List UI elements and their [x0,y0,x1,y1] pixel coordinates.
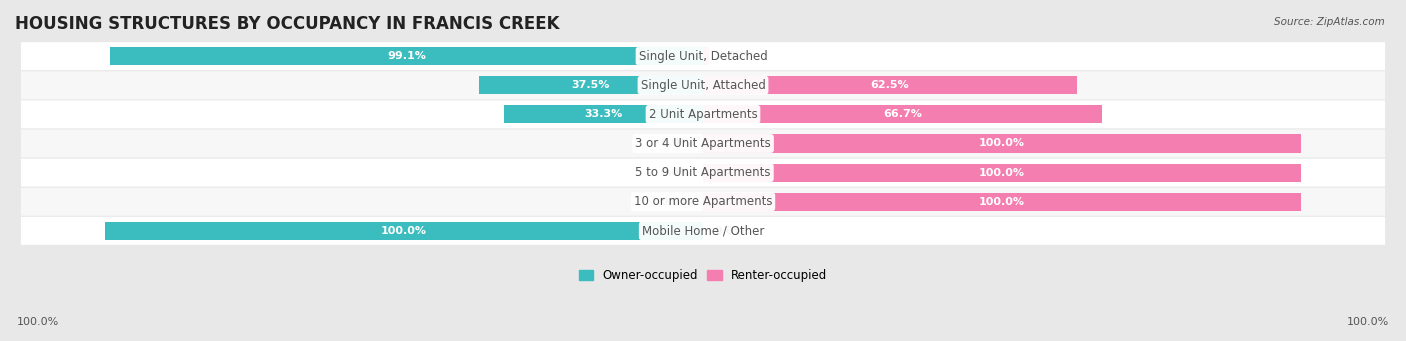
Text: HOUSING STRUCTURES BY OCCUPANCY IN FRANCIS CREEK: HOUSING STRUCTURES BY OCCUPANCY IN FRANC… [15,15,560,33]
Text: 3 or 4 Unit Apartments: 3 or 4 Unit Apartments [636,137,770,150]
Text: Source: ZipAtlas.com: Source: ZipAtlas.com [1274,17,1385,27]
FancyBboxPatch shape [21,130,1385,158]
FancyBboxPatch shape [21,217,1385,245]
FancyBboxPatch shape [21,71,1385,99]
Bar [703,105,1102,123]
Text: 100.0%: 100.0% [979,138,1025,148]
Text: 0.0%: 0.0% [716,226,745,236]
Text: 0.0%: 0.0% [661,168,690,178]
Bar [703,134,1302,152]
FancyBboxPatch shape [21,42,1385,70]
Legend: Owner-occupied, Renter-occupied: Owner-occupied, Renter-occupied [574,264,832,286]
Text: 66.7%: 66.7% [883,109,922,119]
Text: 5 to 9 Unit Apartments: 5 to 9 Unit Apartments [636,166,770,179]
Text: 100.0%: 100.0% [979,168,1025,178]
Bar [503,105,703,123]
Bar [104,222,703,240]
Text: 0.0%: 0.0% [661,197,690,207]
Text: 2 Unit Apartments: 2 Unit Apartments [648,108,758,121]
Text: 62.5%: 62.5% [870,80,910,90]
Text: 0.93%: 0.93% [717,51,756,61]
Text: Single Unit, Attached: Single Unit, Attached [641,79,765,92]
Text: 37.5%: 37.5% [572,80,610,90]
Text: Single Unit, Detached: Single Unit, Detached [638,50,768,63]
Text: 100.0%: 100.0% [381,226,427,236]
Text: 100.0%: 100.0% [979,197,1025,207]
Text: Mobile Home / Other: Mobile Home / Other [641,224,765,237]
FancyBboxPatch shape [21,100,1385,128]
Text: 10 or more Apartments: 10 or more Apartments [634,195,772,208]
Bar [478,76,703,94]
Text: 100.0%: 100.0% [17,317,59,327]
FancyBboxPatch shape [21,188,1385,216]
Text: 100.0%: 100.0% [1347,317,1389,327]
Bar [703,193,1302,211]
Text: 33.3%: 33.3% [585,109,623,119]
Text: 99.1%: 99.1% [387,51,426,61]
Bar [703,76,1077,94]
Bar [703,47,709,65]
Bar [703,164,1302,182]
Bar [110,47,703,65]
FancyBboxPatch shape [21,159,1385,187]
Text: 0.0%: 0.0% [661,138,690,148]
